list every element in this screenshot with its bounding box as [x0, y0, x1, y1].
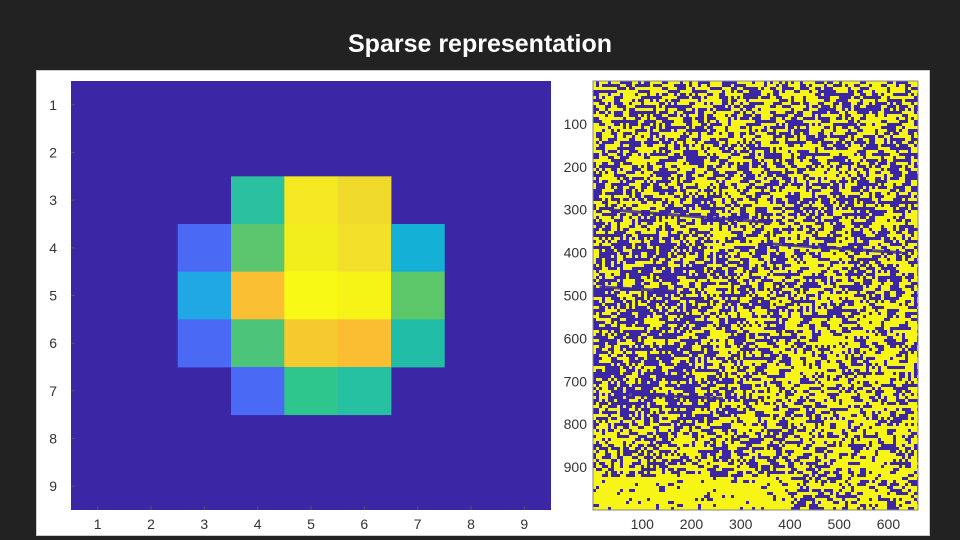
x-tick-label: 1 [94, 516, 102, 532]
heatmap-cell-3-5 [177, 271, 232, 320]
y-tick-label: 3 [49, 192, 57, 208]
x-tick-label: 3 [200, 516, 208, 532]
y-tick-label: 4 [49, 240, 57, 256]
x-tick-label: 2 [147, 516, 155, 532]
binary-mask-chart-right: 100 200 300 400 500 600 100 200 300 400 500 600 700 8… [564, 80, 919, 532]
y-tick-label: 7 [49, 383, 57, 399]
heatmap-cell-4-5 [231, 271, 285, 320]
y-tick-label: 9 [49, 478, 57, 494]
y-tick-label: 800 [564, 416, 588, 432]
y-tick-label: 8 [49, 431, 57, 447]
heatmap-cell-5-3 [284, 176, 339, 225]
y-tick-label: 2 [49, 145, 57, 161]
y-tick-label: 700 [564, 373, 588, 389]
heatmap-cell-6-7 [337, 367, 392, 416]
x-tick-label: 8 [467, 516, 475, 532]
heatmap-cell-4-4 [231, 224, 285, 273]
heatmap-chart-left: 1 2 3 4 5 6 7 8 9 1 2 3 4 5 6 7 8 9 [49, 81, 551, 532]
y-tick-label: 300 [564, 202, 588, 218]
x-tick-label: 100 [631, 516, 655, 532]
heatmap-cell-7-4 [391, 224, 445, 273]
heatmap-cell-3-6 [177, 319, 232, 368]
heatmap-cell-6-3 [337, 176, 392, 225]
x-tick-label: 9 [520, 516, 528, 532]
y-tick-label: 500 [564, 288, 588, 304]
y-tick-label: 1 [49, 97, 57, 113]
x-tick-label: 500 [828, 516, 852, 532]
heatmap-cell-7-5 [391, 271, 445, 320]
x-tick-label: 6 [360, 516, 368, 532]
heatmap-cell-6-4 [337, 224, 392, 273]
x-tick-label: 7 [414, 516, 422, 532]
heatmap-cell-7-6 [391, 319, 445, 368]
heatmap-cell-4-7 [231, 367, 285, 416]
x-tick-label: 600 [877, 516, 901, 532]
y-tick-label: 6 [49, 335, 57, 351]
heatmap-cell-4-6 [231, 319, 285, 368]
mask-streak [609, 208, 772, 225]
heatmap-cell-3-4 [177, 224, 232, 273]
y-tick-label: 600 [564, 330, 588, 346]
y-tick-label: 200 [564, 159, 588, 175]
heatmap-cell-5-4 [284, 224, 339, 273]
heatmap-cell-6-5 [337, 271, 392, 320]
heatmap-cell-5-5 [284, 271, 339, 320]
heatmap-cell-6-6 [337, 319, 392, 368]
mask-streak [625, 392, 724, 400]
y-tick-label: 900 [564, 459, 588, 475]
heatmap-cell-5-7 [284, 367, 339, 416]
heatmap-cell-5-6 [284, 319, 339, 368]
x-tick-label: 200 [680, 516, 704, 532]
heatmap-cell-4-3 [231, 176, 285, 225]
y-tick-label: 5 [49, 288, 57, 304]
x-tick-label: 4 [254, 516, 262, 532]
y-tick-label: 400 [564, 245, 588, 261]
x-tick-label: 300 [729, 516, 753, 532]
x-tick-label: 5 [307, 516, 315, 532]
mask-frame [592, 80, 919, 511]
x-tick-label: 400 [778, 516, 802, 532]
mask-noise-pixels [593, 81, 918, 510]
mask-streak [771, 242, 902, 255]
slide-title: Sparse representation [348, 30, 612, 58]
y-tick-label: 100 [564, 116, 588, 132]
mask-streak [599, 285, 675, 293]
